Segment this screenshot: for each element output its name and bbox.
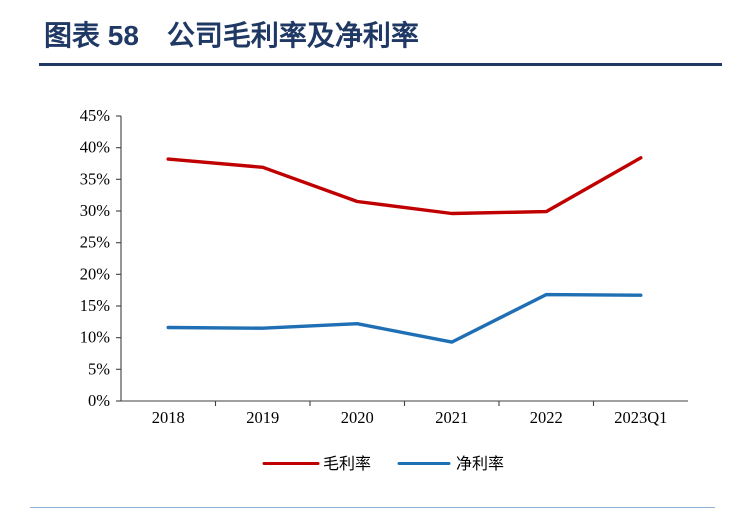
svg-text:15%: 15% bbox=[80, 296, 111, 315]
svg-text:45%: 45% bbox=[80, 106, 111, 125]
svg-text:20%: 20% bbox=[80, 264, 111, 283]
svg-text:2021: 2021 bbox=[435, 408, 468, 427]
svg-text:2020: 2020 bbox=[341, 408, 374, 427]
svg-text:2018: 2018 bbox=[152, 408, 185, 427]
svg-text:5%: 5% bbox=[88, 359, 110, 378]
svg-text:2019: 2019 bbox=[246, 408, 279, 427]
svg-text:毛利率: 毛利率 bbox=[323, 455, 371, 473]
svg-text:25%: 25% bbox=[80, 233, 111, 252]
svg-text:2022: 2022 bbox=[530, 408, 563, 427]
svg-text:2023Q1: 2023Q1 bbox=[614, 408, 667, 427]
svg-text:0%: 0% bbox=[88, 391, 110, 410]
svg-text:30%: 30% bbox=[80, 201, 111, 220]
svg-text:10%: 10% bbox=[80, 328, 111, 347]
svg-text:40%: 40% bbox=[80, 138, 111, 157]
svg-text:净利率: 净利率 bbox=[456, 455, 504, 473]
svg-text:35%: 35% bbox=[80, 169, 111, 188]
